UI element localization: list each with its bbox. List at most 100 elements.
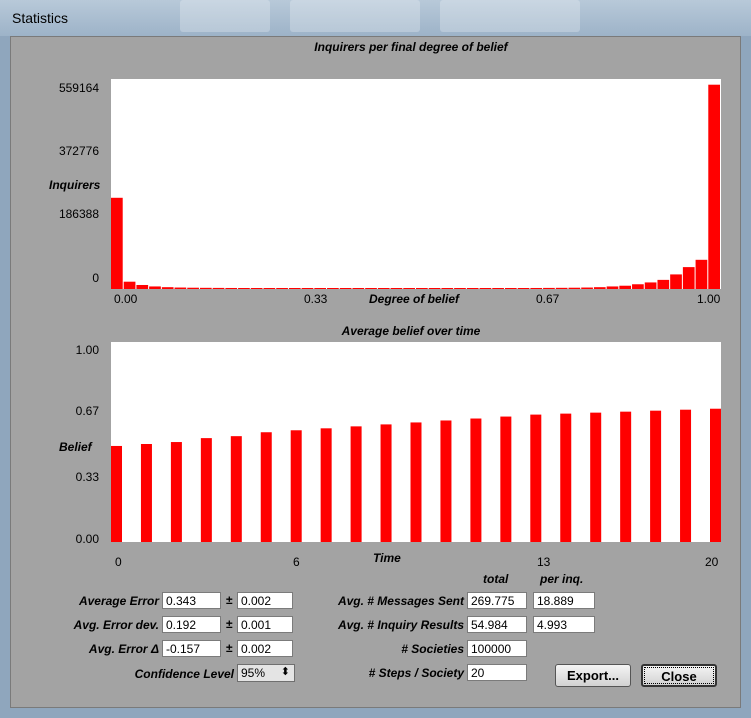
belief-bar [230,436,242,542]
belief-bar [111,445,122,542]
export-button[interactable]: Export... [555,664,631,687]
histogram-bar [339,288,352,289]
belief-bar [440,420,452,542]
error-dev-pm-field[interactable]: 0.001 [237,616,293,633]
belief-bar [410,422,422,542]
histogram-bar [454,288,466,289]
histogram-bar [593,287,606,289]
histogram-bar [187,287,199,289]
x-axis-label: Time [373,551,401,565]
spinner-arrows-icon: ⬍ [280,666,290,678]
histogram-bar [543,287,555,289]
histogram-bar [390,288,403,289]
histogram-bar [225,287,238,289]
histogram-bar [581,287,593,289]
histogram-bar [441,288,454,289]
avg-error-pm-field[interactable]: 0.002 [237,592,293,609]
messages-sent-label: Avg. # Messages Sent [337,594,464,608]
error-delta-field[interactable]: -0.157 [162,640,221,657]
histogram-bar [212,287,225,289]
belief-bar [170,442,182,542]
belief-bar [290,430,302,542]
histogram-bar [644,282,657,289]
belief-chart [111,408,721,542]
title-bar[interactable]: Statistics [0,0,751,36]
societies-label: # Societies [401,642,464,656]
avg-error-field[interactable]: 0.343 [162,592,221,609]
histogram-bar [352,288,365,289]
histogram-bar [174,287,187,289]
histogram-bar [276,288,288,289]
statistics-panel: Inquirers per final degree of belief 559… [10,36,741,708]
x-tick-label: 0.33 [304,292,328,306]
histogram-bar [365,288,377,289]
x-tick-label: 0.00 [114,292,138,306]
window-title: Statistics [12,10,69,26]
y-axis-label: Inquirers [49,178,101,192]
steps-per-society-label: # Steps / Society [368,666,464,680]
y-axis-label: Belief [59,440,92,454]
plus-minus-symbol: ± [226,617,233,631]
belief-bar [200,438,212,542]
histogram-bar [619,285,632,289]
y-tick-label: 372776 [58,144,99,158]
confidence-level-label: Confidence Level [134,667,234,681]
chart-title-histogram: Inquirers per final degree of belief [314,40,508,54]
histogram-bar [682,267,695,289]
histogram-bar [517,288,530,289]
plus-minus-symbol: ± [226,593,233,607]
y-tick-label: 1.00 [75,343,99,357]
histogram-bar [149,286,161,289]
histogram-bar [466,288,479,289]
belief-bar [680,409,692,542]
close-button[interactable]: Close [641,664,717,687]
inquiry-results-per-inquirer-field[interactable]: 4.993 [533,616,595,633]
histogram-bar [555,287,568,289]
messages-total-field[interactable]: 269.775 [467,592,527,609]
histogram-bar [416,288,428,289]
histogram-bar [263,288,276,289]
histogram-bar [403,288,415,289]
belief-bar [320,428,332,542]
error-delta-pm-field[interactable]: 0.002 [237,640,293,657]
histogram-bar [657,279,670,289]
belief-bar [470,418,482,542]
inquiry-results-total-field[interactable]: 54.984 [467,616,527,633]
y-tick-label: 0.67 [75,404,99,418]
histogram-plot-area [111,79,721,289]
histogram-bar [632,284,644,289]
x-tick-label: 20 [705,555,719,569]
histogram-bar [695,259,708,289]
histogram-bar [568,287,581,289]
belief-plot-area [111,342,721,542]
x-tick-label: 0.67 [536,292,560,306]
steps-per-society-field[interactable]: 20 [467,664,527,681]
error-dev-field[interactable]: 0.192 [162,616,221,633]
background-blur [440,0,580,32]
histogram-bar [428,288,441,289]
societies-field[interactable]: 100000 [467,640,527,657]
error-dev-label: Avg. Error dev. [73,618,159,632]
belief-bar [560,413,572,542]
x-tick-label: 0 [115,555,122,569]
belief-bar [530,414,542,542]
y-tick-label: 0.33 [75,470,99,484]
total-column-header: total [483,572,509,586]
belief-bar [620,411,632,542]
messages-per-inquirer-field[interactable]: 18.889 [533,592,595,609]
histogram-bar [504,288,517,289]
plus-minus-symbol: ± [226,641,233,655]
histogram-bar [670,274,682,289]
histogram-bar [199,287,212,289]
confidence-level-select[interactable]: 95% ⬍ [237,664,295,682]
x-tick-label: 6 [293,555,300,569]
histogram-bar [111,197,123,289]
belief-bar [350,426,362,542]
error-delta-label: Avg. Error Δ [88,642,159,656]
belief-bar [590,412,602,542]
histogram-bar [288,288,301,289]
confidence-level-value: 95% [241,666,266,680]
belief-bar [140,444,152,542]
histogram-bar [606,286,619,289]
